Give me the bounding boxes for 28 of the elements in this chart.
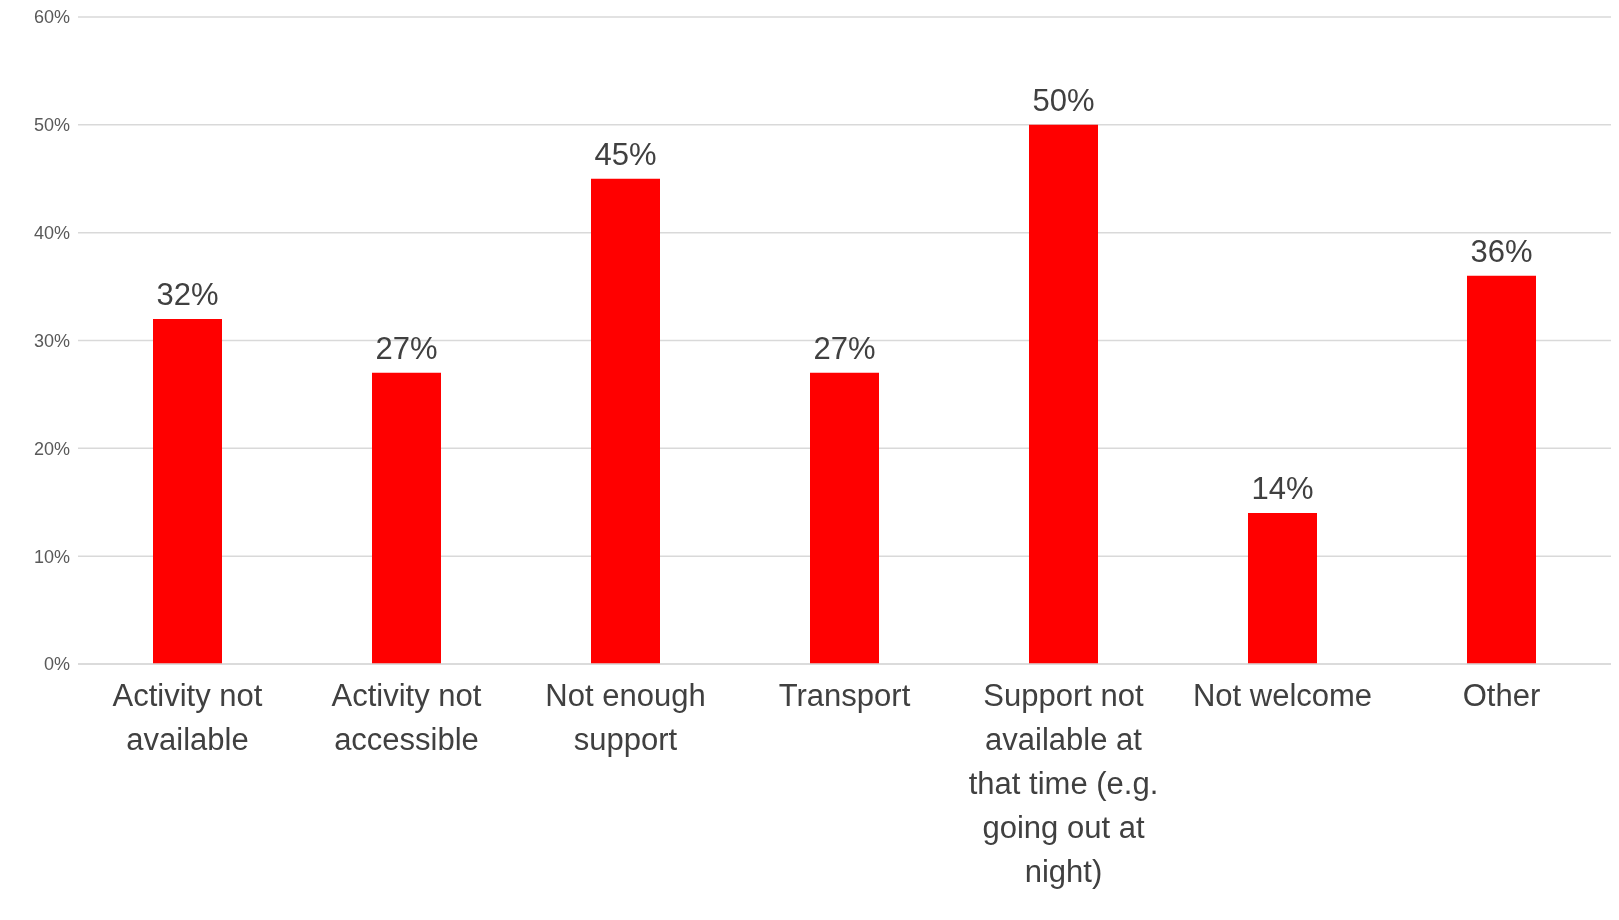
x-tick-label: Support not available at that time (e.g. going out at night) — [968, 678, 1159, 889]
y-tick-label: 50% — [33, 115, 70, 136]
x-tick-label: Other — [1462, 678, 1541, 713]
y-tick-label: 60% — [33, 7, 70, 28]
bar — [372, 372, 441, 664]
bar — [153, 318, 222, 664]
data-label: 27% — [375, 330, 438, 366]
bar — [1467, 275, 1536, 664]
data-label: 14% — [1251, 471, 1314, 507]
x-tick-label: Activity not available — [112, 678, 263, 757]
data-label: 45% — [594, 136, 657, 172]
data-label: 32% — [156, 276, 219, 312]
y-tick-label: 40% — [33, 223, 70, 244]
x-tick-label: Not enough support — [545, 678, 706, 757]
x-tick-label: Transport — [778, 678, 911, 713]
data-label: 50% — [1032, 82, 1095, 118]
data-label: 27% — [813, 330, 876, 366]
y-tick-label: 20% — [33, 438, 70, 459]
y-tick-label: 30% — [33, 330, 70, 351]
data-label: 36% — [1470, 233, 1533, 269]
bar — [1029, 124, 1098, 664]
x-tick-label: Activity not accessible — [331, 678, 482, 757]
x-tick-label: Not welcome — [1192, 678, 1373, 713]
bar — [810, 372, 879, 664]
bar — [591, 178, 660, 664]
y-tick-label: 10% — [33, 546, 70, 567]
bar — [1248, 513, 1317, 664]
y-tick-label: 0% — [43, 654, 70, 675]
